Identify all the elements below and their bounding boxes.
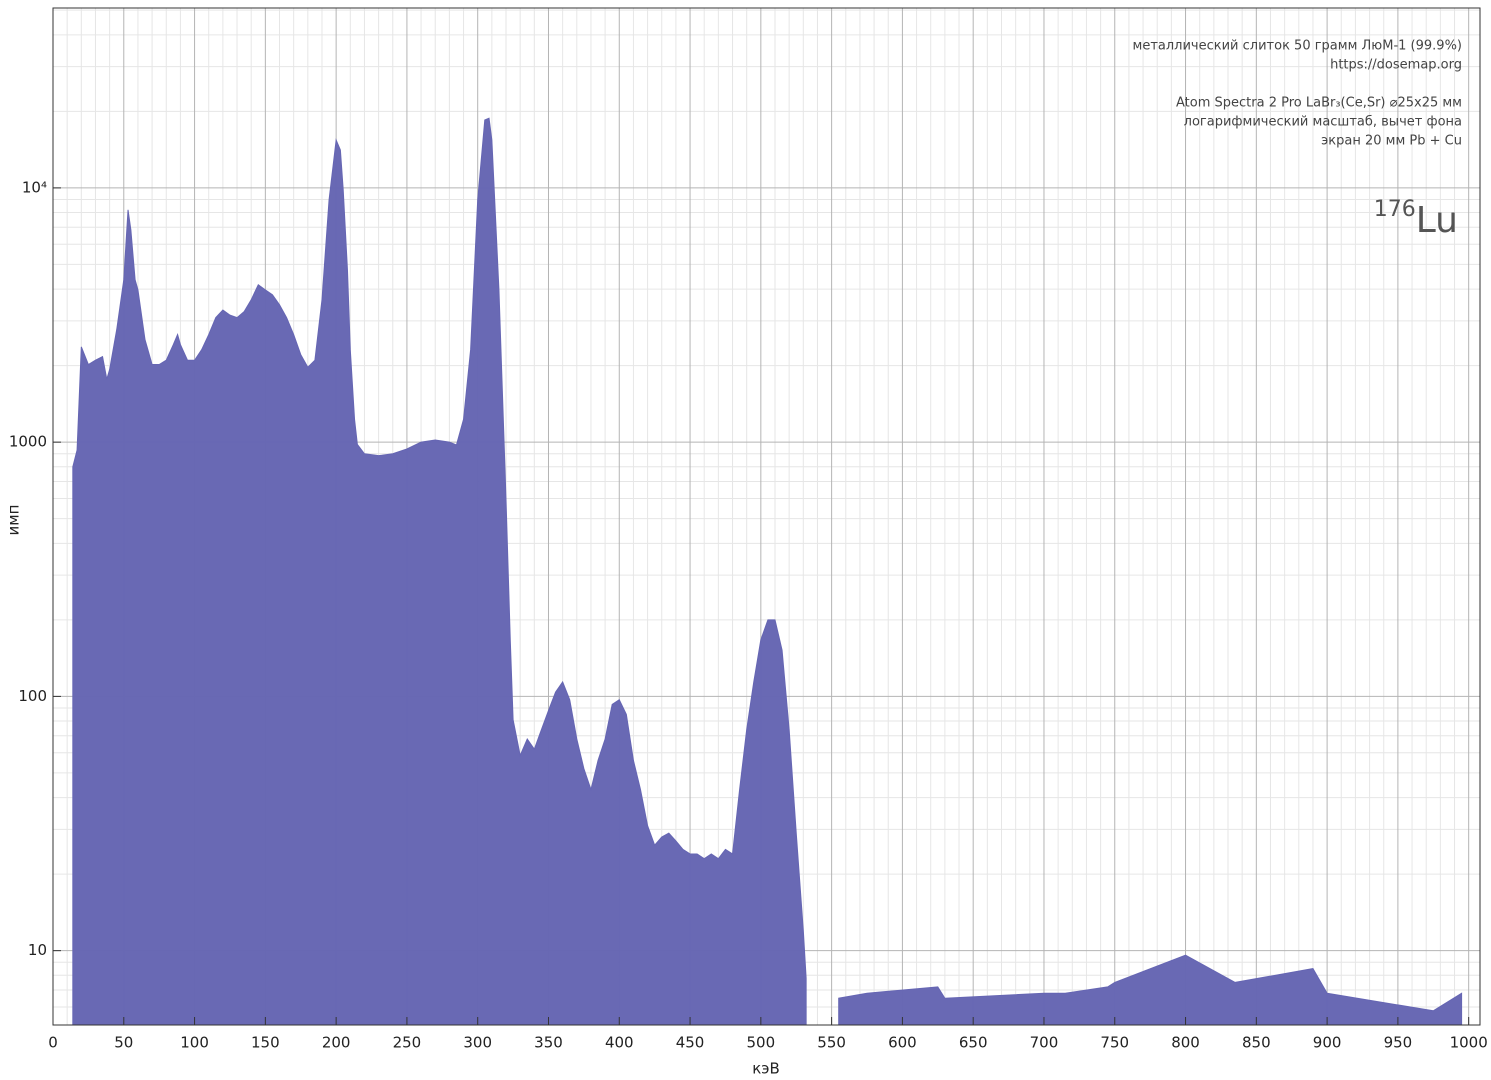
x-tick-label: 400 — [605, 1034, 634, 1052]
annotation: логарифмический масштаб, вычет фона — [1184, 115, 1462, 130]
x-tick-label: 500 — [747, 1034, 776, 1052]
y-tick-label: 1000 — [9, 433, 47, 451]
x-tick-label: 950 — [1384, 1034, 1413, 1052]
x-tick-label: 150 — [251, 1034, 280, 1052]
y-tick-label: 10 — [28, 941, 47, 959]
x-tick-label: 50 — [114, 1034, 133, 1052]
y-tick-label: 100 — [18, 687, 47, 705]
y-tick-label: 10⁴ — [22, 178, 47, 196]
x-tick-label: 900 — [1313, 1034, 1342, 1052]
annotation: металлический слиток 50 грамм ЛюМ-1 (99.… — [1133, 39, 1462, 54]
plot-frame — [52, 7, 1481, 1026]
x-tick-label: 800 — [1171, 1034, 1200, 1052]
x-tick-label: 100 — [180, 1034, 209, 1052]
x-tick-label: 350 — [534, 1034, 563, 1052]
x-tick-label: 300 — [463, 1034, 492, 1052]
spectrum-area — [838, 954, 1463, 1026]
y-axis-label: имп — [5, 505, 23, 536]
annotation: https://dosemap.org — [1330, 58, 1462, 73]
annotation: экран 20 мм Pb + Cu — [1321, 134, 1462, 149]
x-axis-label: кэВ — [752, 1060, 780, 1078]
x-tick-label: 700 — [1030, 1034, 1059, 1052]
x-tick-label: 450 — [676, 1034, 705, 1052]
plot-area — [72, 117, 1463, 1026]
x-tick-label: 250 — [393, 1034, 422, 1052]
annotation: Atom Spectra 2 Pro LaBr₃(Ce,Sr) ⌀25x25 м… — [1176, 96, 1462, 111]
x-tick-label: 550 — [817, 1034, 846, 1052]
spectrum-area — [72, 117, 807, 1026]
mass-number: 176 — [1374, 197, 1416, 222]
x-tick-label: 1000 — [1450, 1034, 1488, 1052]
isotope-label: 176Lu — [1374, 197, 1458, 241]
x-tick-label: 850 — [1242, 1034, 1271, 1052]
element-symbol: Lu — [1416, 200, 1458, 241]
x-tick-label: 600 — [888, 1034, 917, 1052]
x-tick-label: 200 — [322, 1034, 351, 1052]
x-tick-label: 750 — [1100, 1034, 1129, 1052]
x-tick-label: 650 — [959, 1034, 988, 1052]
x-tick-label: 0 — [48, 1034, 58, 1052]
